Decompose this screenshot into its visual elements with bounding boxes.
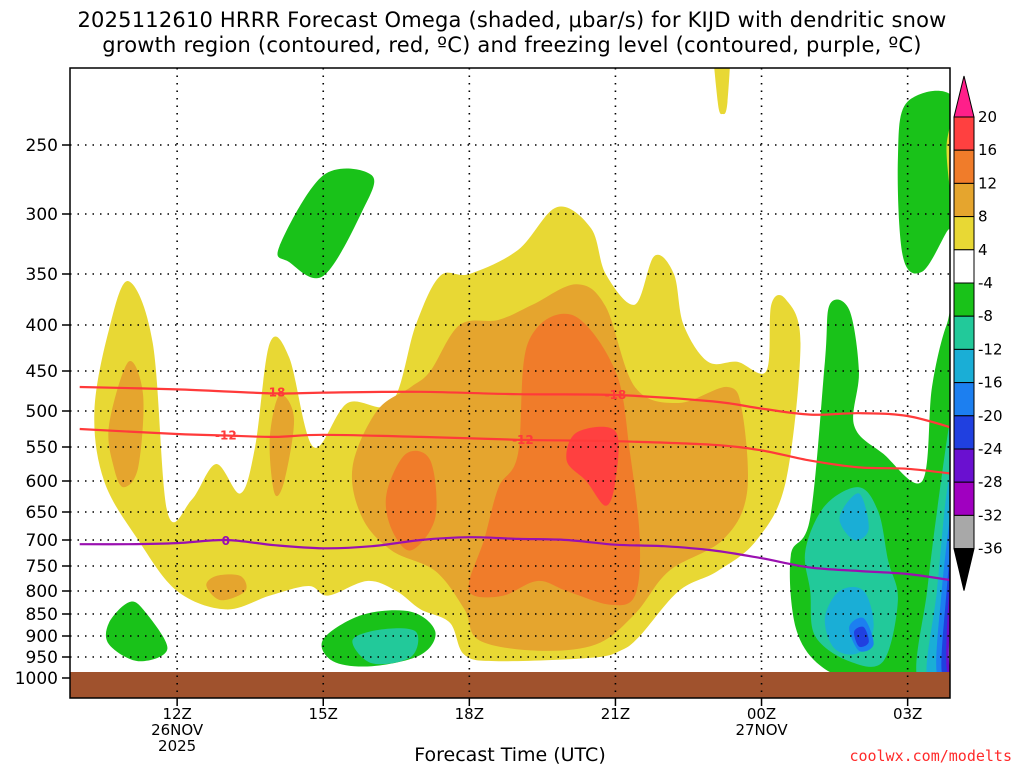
colorbar-label: -28: [978, 473, 1003, 491]
contour-label: -18: [264, 386, 286, 400]
colorbar-label: -24: [978, 440, 1003, 458]
colorbar-swatch: [953, 348, 975, 384]
x-tick-label: 27NOV: [735, 721, 788, 739]
x-tick-label: 21Z: [601, 705, 630, 723]
omega-shade-lt-m4-0: [277, 168, 375, 279]
omega-shade-lt-m8-3: [352, 628, 419, 665]
omega-shade-lt-m12-8: [839, 493, 869, 541]
colorbar-swatch: [953, 249, 975, 284]
y-tick-label: 250: [26, 136, 58, 156]
colorbar-swatch: [953, 415, 975, 450]
omega-shade-gt-8-23: [206, 574, 247, 601]
colorbar-top-arrow: [953, 75, 975, 118]
colorbar-swatch: [953, 182, 975, 218]
y-tick-label: 850: [26, 605, 58, 625]
colorbar-label: 12: [978, 174, 997, 192]
omega-shade-gt-4-18: [714, 68, 730, 115]
x-tick-label: 26NOV: [151, 721, 204, 739]
colorbar-swatch: [953, 481, 975, 516]
chart-title-line2: growth region (contoured, red, ºC) and f…: [102, 33, 922, 57]
y-tick-label: 950: [26, 648, 58, 668]
x-tick-label: 03Z: [893, 705, 922, 723]
x-tick-label: 2025: [158, 737, 196, 755]
ground-surface: [70, 672, 950, 698]
contour-label: -12: [512, 433, 534, 447]
contour-freezing-level: [79, 536, 950, 582]
omega-shade-gt-16-27: [566, 426, 619, 506]
colorbar-label: -12: [978, 340, 1003, 358]
omega-shade-lt-m4-4: [897, 90, 950, 274]
y-tick-label: 900: [26, 627, 58, 647]
colorbar-label: -36: [978, 540, 1003, 558]
y-tick-label: 500: [26, 402, 58, 422]
omega-shade-gt-12-26: [468, 313, 641, 606]
omega-shade-gt-4-19: [946, 126, 950, 190]
colorbar-swatch: [953, 315, 975, 350]
omega-shade-lt-m36-17: [951, 549, 956, 659]
x-axis-label: Forecast Time (UTC): [414, 744, 606, 766]
colorbar-bottom-arrow: [953, 548, 975, 591]
x-tick-label: 18Z: [455, 705, 484, 723]
colorbar-label: -4: [978, 274, 993, 292]
omega-shade-gt-8-22: [269, 394, 295, 497]
omega-shade-lt-m4-1: [105, 601, 168, 662]
colorbar-label: 16: [978, 141, 997, 159]
colorbar-swatch: [953, 149, 975, 184]
contour-label: -18: [605, 388, 627, 402]
y-tick-label: 800: [26, 582, 58, 602]
colorbar-swatch: [953, 116, 975, 151]
colorbar-swatch: [953, 382, 975, 417]
colorbar-label: -8: [978, 307, 993, 325]
colorbar-label: 4: [978, 241, 988, 259]
colorbar-label: 20: [978, 108, 997, 126]
omega-shade-lt-m20-10: [853, 626, 869, 648]
plot-frame: [69, 67, 951, 699]
y-tick-label: 450: [26, 362, 58, 382]
omega-shade-gt-8-21: [108, 361, 144, 488]
y-tick-label: 1000: [15, 669, 58, 689]
source-credit[interactable]: coolwx.com/modelts: [849, 747, 1012, 765]
colorbar-label: 8: [978, 208, 988, 226]
x-tick-label: 12Z: [162, 705, 191, 723]
colorbar-swatch: [953, 448, 975, 483]
y-tick-label: 700: [26, 531, 58, 551]
contour-label: 0: [222, 534, 230, 548]
chart-title-line1: 2025112610 HRRR Forecast Omega (shaded, …: [77, 8, 947, 32]
y-tick-label: 300: [26, 205, 58, 225]
y-tick-label: 550: [26, 438, 58, 458]
y-tick-label: 400: [26, 316, 58, 336]
omega-shade-gt-12-25: [385, 450, 437, 551]
y-tick-label: 350: [26, 265, 58, 285]
contour-dgz-lower: [79, 427, 950, 475]
colorbar-label: -20: [978, 407, 1003, 425]
x-tick-label: 00Z: [747, 705, 776, 723]
y-tick-label: 650: [26, 503, 58, 523]
colorbar-swatch: [953, 282, 975, 317]
y-tick-label: 600: [26, 472, 58, 492]
y-tick-label: 750: [26, 557, 58, 577]
colorbar-label: -32: [978, 506, 1003, 524]
contour-dgz-upper: [79, 385, 950, 429]
contour-label: -12: [215, 428, 237, 442]
colorbar-swatch: [953, 216, 975, 251]
colorbar-swatch: [953, 514, 975, 550]
colorbar-label: -16: [978, 374, 1003, 392]
x-tick-label: 15Z: [309, 705, 338, 723]
